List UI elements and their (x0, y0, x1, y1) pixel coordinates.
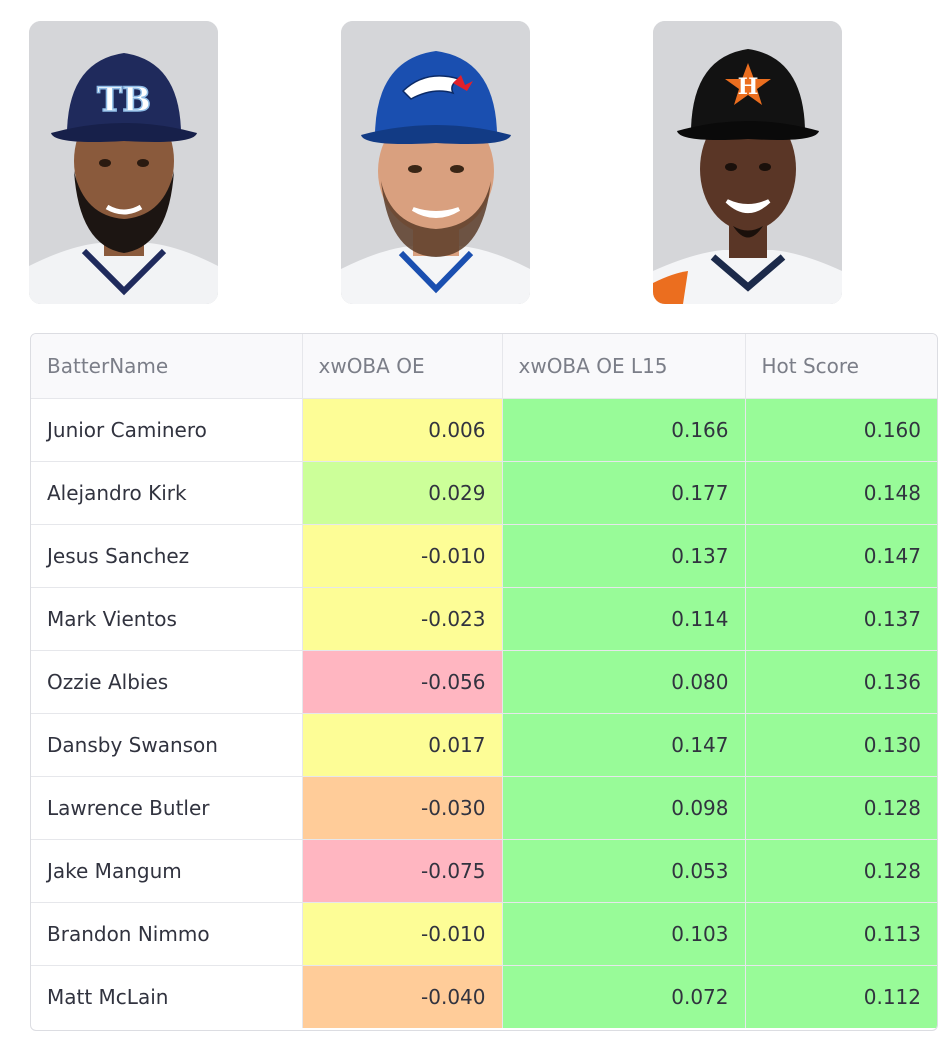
cell-xwoba-oe[interactable]: -0.010 (302, 524, 503, 588)
cell-xwoba-oe[interactable]: -0.056 (302, 650, 503, 714)
cell-xwoba-oe[interactable]: 0.029 (302, 461, 503, 525)
table-row: Mark Vientos -0.023 0.114 0.137 (31, 587, 937, 651)
column-header-xwoba-oe[interactable]: xwOBA OE (302, 334, 503, 399)
data-table: BatterName xwOBA OE xwOBA OE L15 Hot Sco… (31, 334, 937, 1028)
player-photo-bluejays (341, 21, 530, 304)
cell-batter-name[interactable]: Dansby Swanson (31, 713, 303, 777)
cell-xwoba-oe[interactable]: -0.040 (302, 965, 503, 1028)
table-row: Jesus Sanchez -0.010 0.137 0.147 (31, 524, 937, 588)
cell-batter-name[interactable]: Jake Mangum (31, 839, 303, 903)
cell-xwoba-oe-l15[interactable]: 0.053 (502, 839, 746, 903)
table-row: Brandon Nimmo -0.010 0.103 0.113 (31, 902, 937, 966)
table-row: Ozzie Albies -0.056 0.080 0.136 (31, 650, 937, 714)
cell-xwoba-oe[interactable]: -0.075 (302, 839, 503, 903)
cell-batter-name[interactable]: Ozzie Albies (31, 650, 303, 714)
cell-xwoba-oe[interactable]: -0.030 (302, 776, 503, 840)
cell-xwoba-oe-l15[interactable]: 0.080 (502, 650, 746, 714)
column-header-xwoba-oe-l15[interactable]: xwOBA OE L15 (502, 334, 746, 399)
cell-batter-name[interactable]: Junior Caminero (31, 398, 303, 462)
table-row: Alejandro Kirk 0.029 0.177 0.148 (31, 461, 937, 525)
cell-hot-score[interactable]: 0.136 (745, 650, 937, 714)
cell-xwoba-oe-l15[interactable]: 0.103 (502, 902, 746, 966)
cell-hot-score[interactable]: 0.148 (745, 461, 937, 525)
cell-hot-score[interactable]: 0.128 (745, 839, 937, 903)
cell-batter-name[interactable]: Alejandro Kirk (31, 461, 303, 525)
cell-hot-score[interactable]: 0.112 (745, 965, 937, 1028)
cell-batter-name[interactable]: Lawrence Butler (31, 776, 303, 840)
cell-xwoba-oe[interactable]: -0.010 (302, 902, 503, 966)
cell-batter-name[interactable]: Mark Vientos (31, 587, 303, 651)
cap-logo: H (738, 74, 759, 100)
cell-batter-name[interactable]: Jesus Sanchez (31, 524, 303, 588)
player-photo-astros: H (653, 21, 842, 304)
cell-xwoba-oe-l15[interactable]: 0.137 (502, 524, 746, 588)
player-headshot-image: TB (29, 21, 218, 304)
cell-xwoba-oe-l15[interactable]: 0.098 (502, 776, 746, 840)
cell-xwoba-oe[interactable]: 0.006 (302, 398, 503, 462)
cell-hot-score[interactable]: 0.128 (745, 776, 937, 840)
cell-hot-score[interactable]: 0.130 (745, 713, 937, 777)
hot-batters-table: BatterName xwOBA OE xwOBA OE L15 Hot Sco… (30, 333, 938, 1031)
cell-hot-score[interactable]: 0.113 (745, 902, 937, 966)
cell-xwoba-oe-l15[interactable]: 0.072 (502, 965, 746, 1028)
cell-xwoba-oe-l15[interactable]: 0.166 (502, 398, 746, 462)
cell-xwoba-oe[interactable]: -0.023 (302, 587, 503, 651)
cell-xwoba-oe-l15[interactable]: 0.177 (502, 461, 746, 525)
cell-hot-score[interactable]: 0.160 (745, 398, 937, 462)
bluejay-logo (401, 75, 461, 100)
cell-batter-name[interactable]: Matt McLain (31, 965, 303, 1028)
table-row: Lawrence Butler -0.030 0.098 0.128 (31, 776, 937, 840)
column-header-batter-name[interactable]: BatterName (31, 334, 303, 399)
table-row: Dansby Swanson 0.017 0.147 0.130 (31, 713, 937, 777)
cell-hot-score[interactable]: 0.147 (745, 524, 937, 588)
table-row: Jake Mangum -0.075 0.053 0.128 (31, 839, 937, 903)
cell-hot-score[interactable]: 0.137 (745, 587, 937, 651)
cell-batter-name[interactable]: Brandon Nimmo (31, 902, 303, 966)
column-header-hot-score[interactable]: Hot Score (745, 334, 937, 399)
cell-xwoba-oe[interactable]: 0.017 (302, 713, 503, 777)
table-header-row: BatterName xwOBA OE xwOBA OE L15 Hot Sco… (31, 334, 937, 399)
cell-xwoba-oe-l15[interactable]: 0.114 (502, 587, 746, 651)
table-body: Junior Caminero 0.006 0.166 0.160 Alejandro … (31, 398, 937, 1028)
table-row: Matt McLain -0.040 0.072 0.112 (31, 965, 937, 1028)
player-photo-rays: TB (29, 21, 218, 304)
player-headshot-image (341, 21, 530, 304)
cell-xwoba-oe-l15[interactable]: 0.147 (502, 713, 746, 777)
table-row: Junior Caminero 0.006 0.166 0.160 (31, 398, 937, 462)
player-headshot-image: H (653, 21, 842, 304)
cap-logo: TB (97, 80, 151, 120)
